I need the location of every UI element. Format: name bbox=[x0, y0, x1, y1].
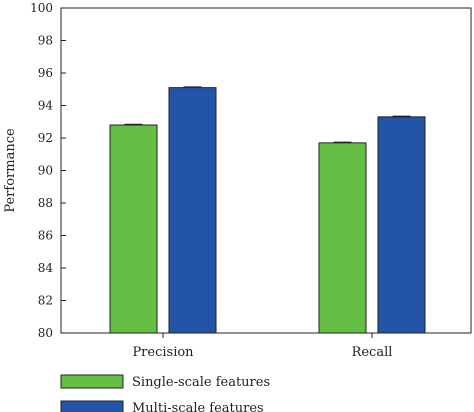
x-tick-label-precision: Precision bbox=[132, 345, 194, 360]
bar-precision-series-2 bbox=[168, 87, 217, 334]
y-tick-label: 80 bbox=[38, 326, 53, 340]
y-axis-ticks: 80 82 84 86 88 90 92 94 96 98 100 bbox=[30, 1, 66, 340]
legend: Single-scale features Multi-scale feature… bbox=[60, 374, 270, 412]
y-tick-label: 90 bbox=[38, 164, 53, 178]
y-tick-label: 84 bbox=[38, 261, 54, 275]
bar-recall-series-1 bbox=[318, 142, 367, 334]
y-tick-label: 100 bbox=[30, 1, 53, 15]
y-tick-label: 94 bbox=[38, 99, 54, 113]
x-tick-label-recall: Recall bbox=[352, 345, 393, 360]
y-tick-label: 86 bbox=[38, 229, 53, 243]
legend-swatch-2 bbox=[60, 400, 124, 412]
y-tick-label: 92 bbox=[38, 131, 53, 145]
bars bbox=[109, 86, 426, 334]
y-axis-label: Performance bbox=[3, 128, 18, 213]
y-tick-label: 96 bbox=[38, 66, 53, 80]
legend-swatch-1 bbox=[60, 374, 124, 389]
legend-label-1: Single-scale features bbox=[132, 375, 270, 390]
y-tick-label: 82 bbox=[38, 294, 53, 308]
y-tick-label: 88 bbox=[38, 196, 53, 210]
plot-frame bbox=[60, 7, 472, 334]
x-axis-labels: Precision Recall bbox=[132, 333, 392, 360]
y-tick-label: 98 bbox=[38, 34, 53, 48]
bar-precision-series-1 bbox=[109, 124, 158, 334]
legend-label-2: Multi-scale features bbox=[132, 401, 264, 412]
bar-recall-series-2 bbox=[377, 116, 426, 334]
